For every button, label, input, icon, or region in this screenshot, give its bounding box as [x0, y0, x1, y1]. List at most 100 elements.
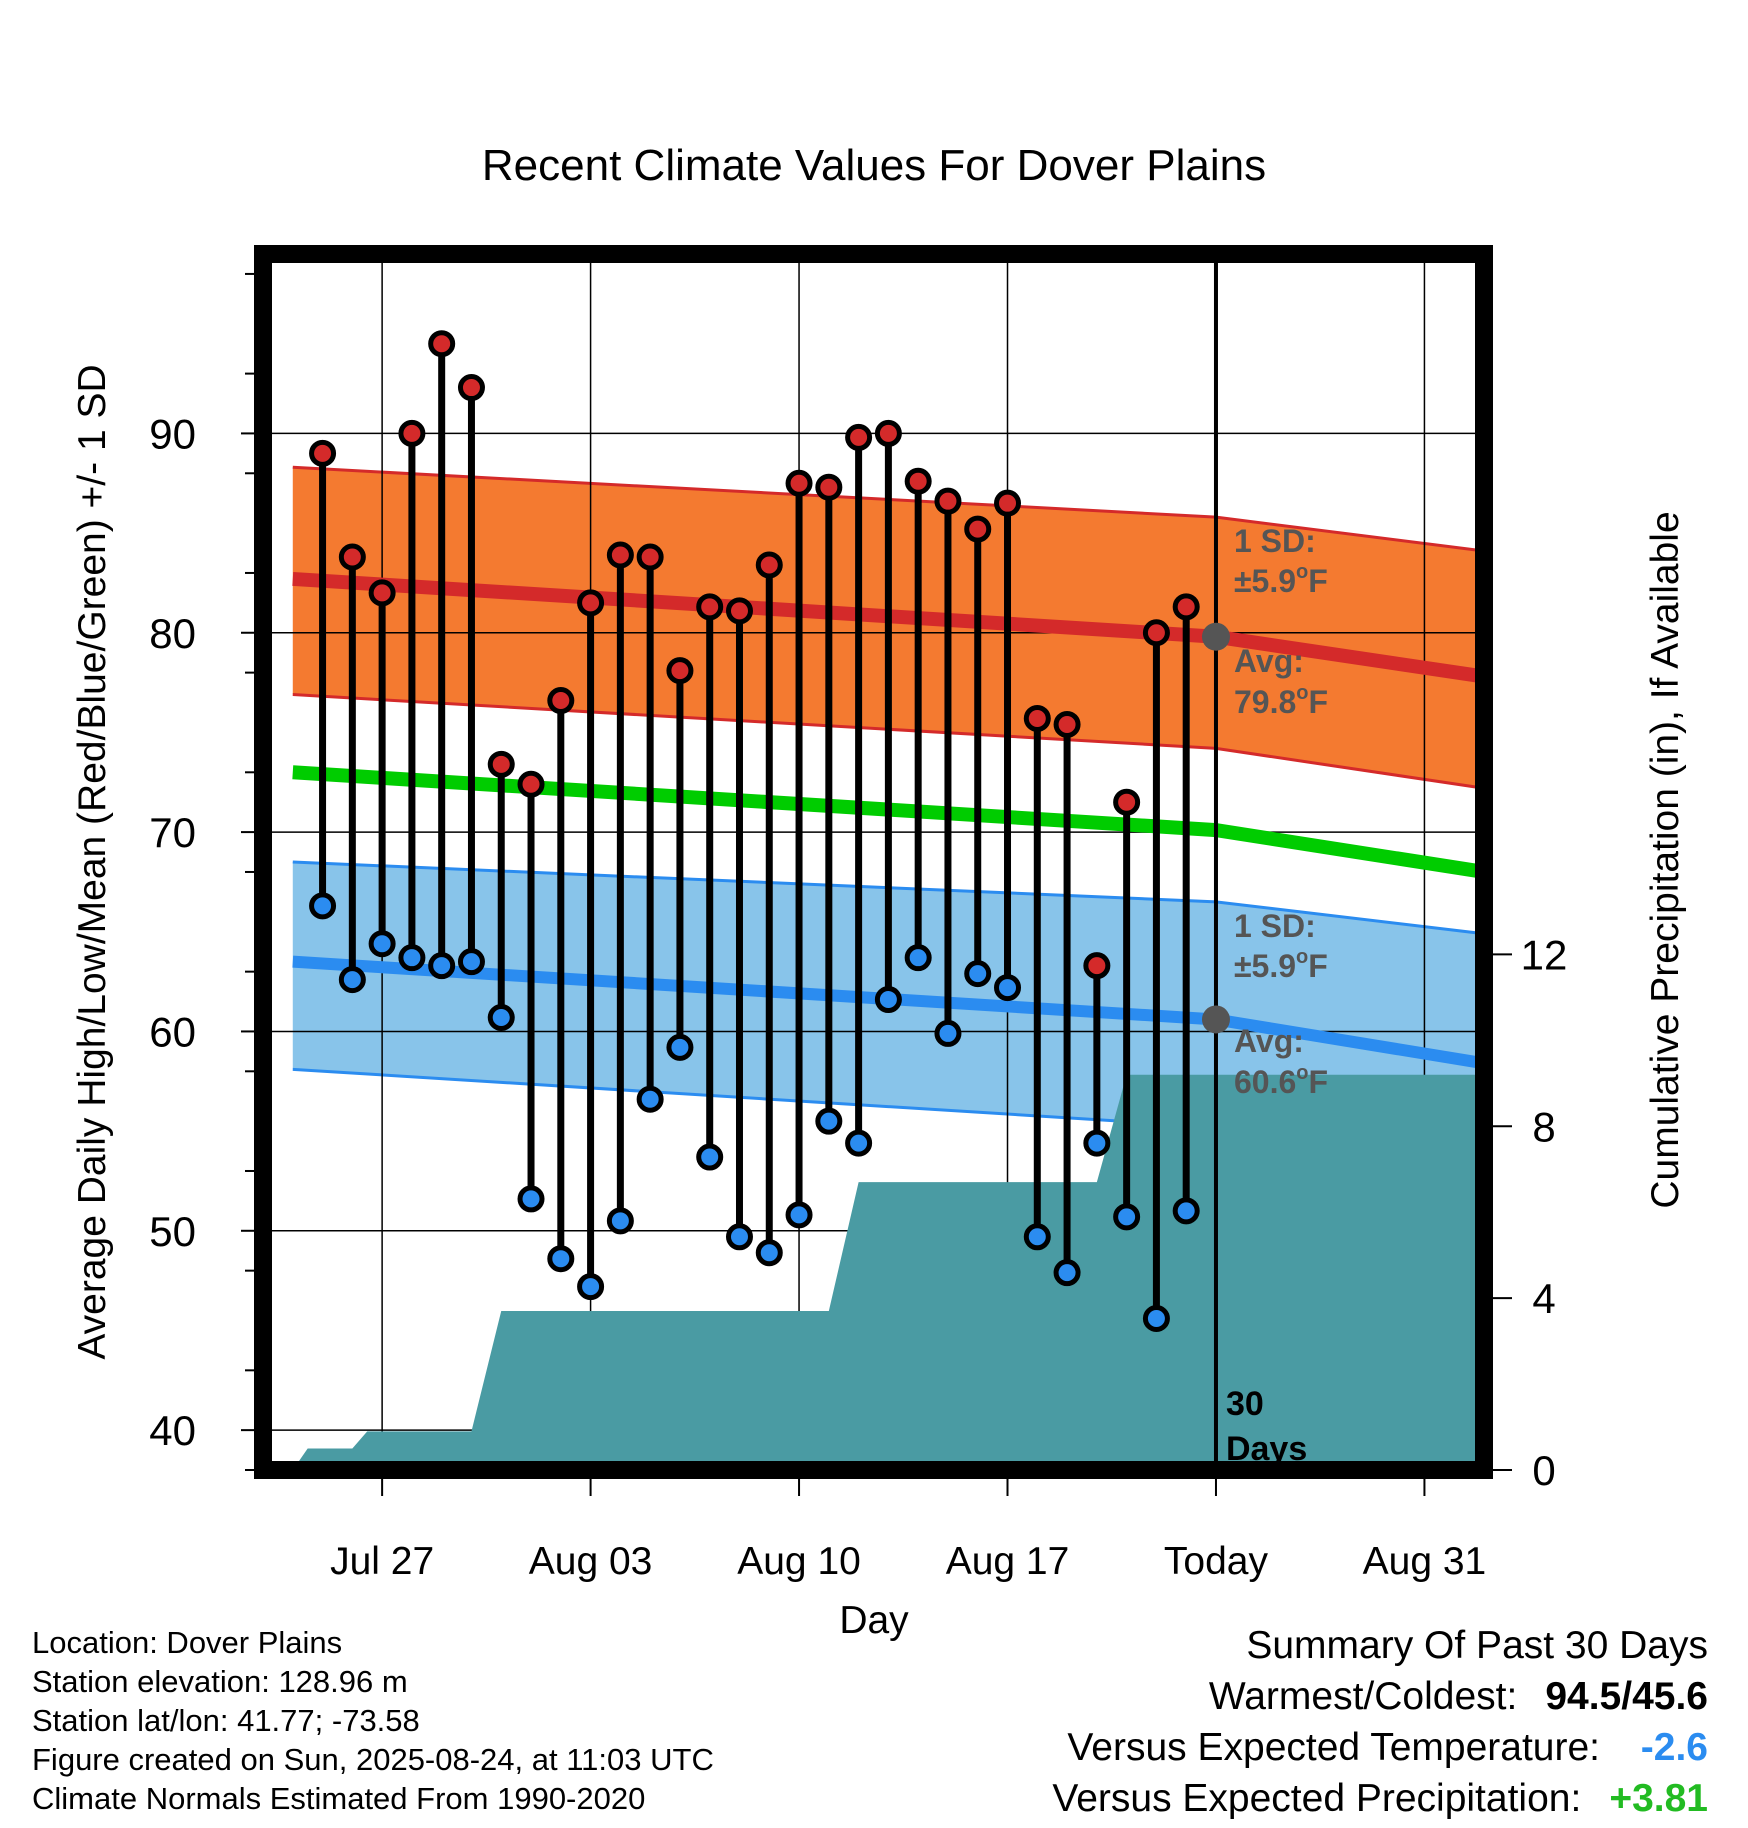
daily-low-point [994, 974, 1022, 1002]
daily-low-point [1083, 1129, 1111, 1157]
period-count: 30 [1226, 1385, 1264, 1423]
daily-high-point [964, 515, 992, 543]
daily-low-point [964, 960, 992, 988]
chart-title: Recent Climate Values For Dover Plains [482, 141, 1266, 190]
daily-low-point [487, 1003, 515, 1031]
y-right-axis-label: Cumulative Precipitation (in), If Availa… [1644, 511, 1687, 1208]
daily-low-point [547, 1245, 575, 1273]
high-sd-value: ±5.9oF [1234, 561, 1328, 599]
y-tick-label: 40 [149, 1407, 196, 1454]
y-right-tick-label: 8 [1532, 1103, 1555, 1150]
daily-low-point [725, 1223, 753, 1251]
daily-low-point [845, 1129, 873, 1157]
daily-low-point [309, 892, 337, 920]
daily-low-point [904, 944, 932, 972]
daily-high-point [309, 439, 337, 467]
daily-high-point [845, 423, 873, 451]
precip-anomaly-value: +3.81 [1609, 1777, 1708, 1820]
daily-low-point [1053, 1259, 1081, 1287]
daily-high-point [606, 541, 634, 569]
y-tick-label: 70 [149, 809, 196, 856]
high-avg-marker [1201, 622, 1230, 651]
precip-area [292, 1074, 1484, 1470]
x-tick-label: Aug 03 [529, 1540, 653, 1583]
daily-low-point [934, 1019, 962, 1047]
daily-high-point [696, 593, 724, 621]
high-avg-value: 79.8oF [1234, 682, 1328, 720]
summary-panel: Summary Of Past 30 Days Warmest/Coldest:… [1052, 1620, 1708, 1824]
daily-low-point [815, 1107, 843, 1135]
daily-low-point [368, 930, 396, 958]
latlon-text: Station lat/lon: 41.77; -73.58 [32, 1703, 420, 1738]
daily-low-point [696, 1143, 724, 1171]
daily-low-point [636, 1085, 664, 1113]
warmest-value: 94.5/45.6 [1545, 1675, 1708, 1718]
normals-text: Climate Normals Estimated From 1990-2020 [32, 1781, 646, 1816]
daily-high-point [785, 469, 813, 497]
daily-high-point [457, 374, 485, 402]
daily-low-point [1113, 1203, 1141, 1231]
station-info: Location: Dover Plains Station elevation… [32, 1623, 714, 1818]
temp-anomaly-value: -2.6 [1640, 1726, 1708, 1769]
daily-high-point [428, 330, 456, 358]
y-right-tick-label: 12 [1521, 931, 1568, 978]
daily-low-point [1023, 1223, 1051, 1251]
daily-high-point [1113, 788, 1141, 816]
daily-low-point [755, 1239, 783, 1267]
daily-low-point [666, 1033, 694, 1061]
summary-precip-row: Versus Expected Precipitation: +3.81 [1052, 1773, 1708, 1824]
summary-temp-row: Versus Expected Temperature: -2.6 [1052, 1722, 1708, 1773]
warmest-label: Warmest/Coldest: [1208, 1675, 1518, 1718]
daily-low-point [1142, 1304, 1170, 1332]
precip-anomaly-label: Versus Expected Precipitation: [1052, 1777, 1582, 1820]
daily-high-point [666, 657, 694, 685]
daily-high-point [636, 543, 664, 571]
daily-low-point [428, 952, 456, 980]
plot-frame [254, 245, 1493, 1479]
summary-warmest-row: Warmest/Coldest: 94.5/45.6 [1052, 1671, 1708, 1722]
daily-high-point [338, 543, 366, 571]
daily-high-point [398, 419, 426, 447]
daily-high-point [934, 487, 962, 515]
daily-high-point [368, 579, 396, 607]
daily-high-point [874, 419, 902, 447]
y-tick-label: 90 [149, 410, 196, 457]
created-text: Figure created on Sun, 2025-08-24, at 11… [32, 1742, 714, 1777]
daily-low-point [1172, 1197, 1200, 1225]
y-tick-label: 80 [149, 610, 196, 657]
daily-high-point [904, 467, 932, 495]
daily-high-point [755, 551, 783, 579]
x-tick-label: Jul 27 [330, 1540, 434, 1583]
daily-high-point [1142, 619, 1170, 647]
daily-high-point [815, 473, 843, 501]
daily-high-point [1023, 704, 1051, 732]
low-avg-value: 60.6oF [1234, 1062, 1328, 1100]
y-tick-label: 50 [149, 1208, 196, 1255]
x-axis-label: Day [839, 1599, 909, 1642]
daily-low-point [398, 944, 426, 972]
x-tick-label: Aug 17 [946, 1540, 1070, 1583]
daily-low-point [517, 1185, 545, 1213]
summary-heading: Summary Of Past 30 Days [1246, 1624, 1708, 1667]
low-sd-label: 1 SD: [1234, 908, 1316, 944]
y-tick-label: 60 [149, 1008, 196, 1055]
low-sd-value: ±5.9oF [1234, 946, 1328, 984]
high-avg-label: Avg: [1234, 643, 1304, 679]
y-right-tick-label: 4 [1532, 1275, 1555, 1322]
y-right-tick-label: 0 [1532, 1447, 1555, 1494]
daily-high-point [1053, 710, 1081, 738]
daily-low-point [606, 1207, 634, 1235]
daily-high-point [1172, 593, 1200, 621]
low-avg-label: Avg: [1234, 1023, 1304, 1059]
low-avg-marker [1201, 1005, 1230, 1034]
location-text: Location: Dover Plains [32, 1625, 343, 1660]
x-tick-label: Today [1164, 1540, 1269, 1583]
temp-anomaly-label: Versus Expected Temperature: [1067, 1726, 1600, 1769]
daily-low-point [577, 1273, 605, 1301]
daily-high-point [547, 687, 575, 715]
daily-high-point [725, 597, 753, 625]
y-axis-label: Average Daily High/Low/Mean (Red/Blue/Gr… [71, 364, 114, 1359]
daily-high-point [517, 770, 545, 798]
